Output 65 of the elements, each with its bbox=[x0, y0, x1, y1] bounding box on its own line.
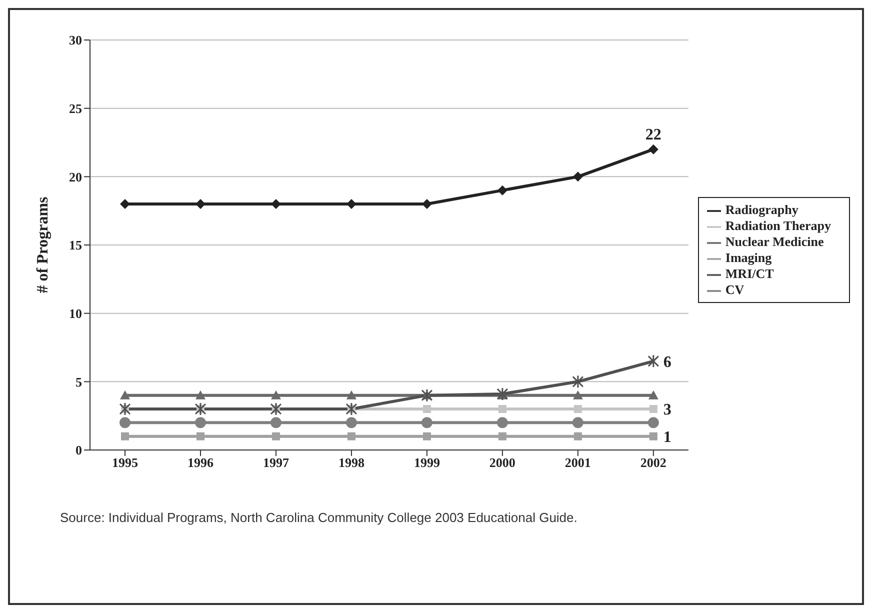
x-tick-label: 1998 bbox=[338, 455, 365, 470]
point bbox=[648, 417, 659, 428]
point bbox=[270, 390, 281, 400]
y-tick-label: 5 bbox=[76, 374, 82, 390]
annotation: 6 bbox=[663, 354, 672, 371]
point bbox=[572, 417, 584, 428]
point bbox=[346, 402, 358, 416]
source-note: Source: Individual Programs, North Carolina Community College 2003 Educational Guide. bbox=[60, 510, 578, 525]
legend-label: MRI/CT bbox=[725, 266, 774, 282]
y-tick-label: 25 bbox=[69, 100, 82, 116]
y-tick-label: 0 bbox=[76, 442, 82, 458]
x-tick-label: 2001 bbox=[564, 455, 591, 470]
legend-label: Radiography bbox=[725, 202, 798, 217]
annotation: 3 bbox=[663, 402, 672, 419]
point bbox=[120, 199, 130, 209]
x-tick-label: 1996 bbox=[187, 455, 214, 470]
point bbox=[195, 390, 206, 400]
point bbox=[270, 417, 282, 428]
point bbox=[572, 390, 583, 400]
point bbox=[572, 374, 584, 388]
y-tick-label: 15 bbox=[69, 238, 82, 253]
point bbox=[196, 432, 204, 440]
legend-label: Imaging bbox=[725, 250, 772, 265]
point bbox=[120, 417, 130, 428]
point bbox=[649, 405, 658, 413]
y-tick-label: 10 bbox=[69, 306, 82, 321]
y-tick-label: 30 bbox=[69, 32, 82, 48]
point bbox=[421, 417, 432, 428]
point bbox=[498, 432, 506, 440]
point bbox=[120, 390, 130, 400]
point bbox=[496, 387, 508, 401]
point bbox=[121, 432, 129, 440]
point bbox=[421, 388, 433, 402]
x-tick-label: 1995 bbox=[112, 455, 138, 470]
point bbox=[270, 402, 282, 416]
legend-label: Nuclear Medicine bbox=[725, 234, 824, 249]
annotation: 1 bbox=[663, 429, 672, 446]
point bbox=[574, 405, 582, 413]
point bbox=[422, 405, 431, 413]
point bbox=[648, 390, 658, 400]
point bbox=[422, 432, 431, 440]
legend-label: CV bbox=[725, 282, 744, 298]
point bbox=[574, 432, 582, 440]
point bbox=[648, 354, 660, 368]
point bbox=[194, 402, 206, 416]
point bbox=[347, 432, 356, 440]
y-tick-label: 20 bbox=[69, 169, 82, 184]
point bbox=[649, 432, 658, 440]
point bbox=[497, 185, 508, 196]
y-axis-title: # of Programs bbox=[34, 196, 52, 294]
x-tick-label: 2000 bbox=[489, 455, 516, 470]
x-tick-label: 2002 bbox=[640, 455, 666, 470]
point bbox=[272, 432, 280, 440]
point bbox=[648, 144, 658, 154]
x-tick-label: 1997 bbox=[262, 455, 290, 470]
x-tick-label: 1999 bbox=[414, 455, 440, 470]
point bbox=[572, 172, 583, 182]
point bbox=[496, 417, 508, 428]
annotation: 22 bbox=[645, 126, 662, 144]
point bbox=[498, 405, 506, 413]
point bbox=[194, 417, 206, 428]
legend-label: Radiation Therapy bbox=[725, 218, 831, 233]
point bbox=[346, 390, 356, 400]
point bbox=[346, 417, 357, 428]
point bbox=[119, 402, 131, 416]
